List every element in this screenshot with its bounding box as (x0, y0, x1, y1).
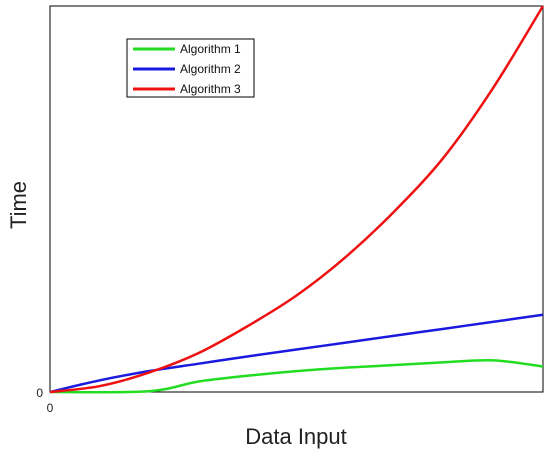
x-tick-label: 0 (47, 401, 54, 415)
legend-label-algorithm-3: Algorithm 3 (180, 82, 241, 96)
series-line-algorithm-1 (49, 358, 544, 394)
y-axis-title: Time (6, 181, 31, 229)
y-tick-label: 0 (36, 386, 43, 400)
series-line-algorithm-3 (49, 5, 545, 394)
legend-label-algorithm-2: Algorithm 2 (180, 62, 241, 76)
series-layer (49, 5, 545, 394)
series-line-algorithm-2 (49, 313, 544, 394)
x-axis-title: Data Input (245, 424, 347, 449)
legend-label-algorithm-1: Algorithm 1 (180, 42, 241, 56)
legend: Algorithm 1 Algorithm 2 Algorithm 3 (126, 38, 255, 98)
plot-frame (49, 5, 544, 393)
